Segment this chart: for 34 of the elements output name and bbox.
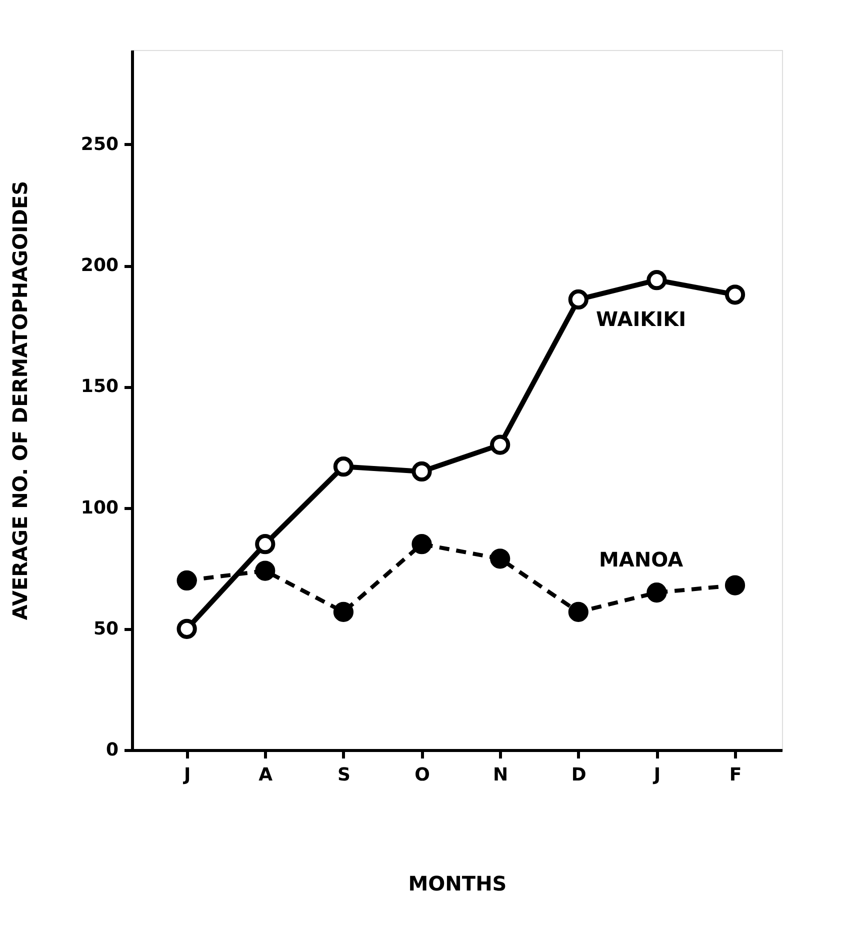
point (255, 560, 276, 581)
point (255, 534, 276, 554)
point (490, 548, 510, 569)
x-tick-label: F (729, 764, 742, 786)
point (568, 289, 588, 310)
point (412, 461, 432, 482)
point (568, 602, 588, 622)
point (176, 570, 197, 590)
y-tick-label: 250 (80, 134, 118, 155)
x-tick-label: A (258, 764, 273, 786)
x-tick-label: O (414, 764, 430, 786)
x-tick-label: S (337, 764, 350, 786)
y-tick-label: 50 (93, 618, 118, 640)
y-tick-label: 0 (106, 740, 118, 760)
x-tick-label: N (493, 764, 508, 786)
y-tick-label: 100 (80, 497, 118, 518)
x-tick-label: J (652, 764, 661, 786)
x-tick-label: J (182, 764, 191, 786)
x-axis-title: MONTHS (408, 872, 507, 896)
point (724, 575, 746, 596)
x-tick-label: D (571, 764, 586, 786)
y-tick-label: 200 (80, 255, 118, 276)
y-tick-label: 150 (80, 376, 118, 398)
y-axis-title: AVERAGE NO. OF DERMATOPHAGOIDES (8, 180, 32, 620)
point (412, 534, 432, 554)
point (646, 582, 667, 603)
point (490, 434, 510, 455)
point (646, 270, 667, 290)
series-label: WAIKIKI (596, 307, 686, 332)
point (333, 456, 354, 477)
point (724, 284, 746, 305)
point (333, 602, 354, 622)
point (176, 618, 197, 639)
series-label: MANOA (599, 548, 684, 572)
